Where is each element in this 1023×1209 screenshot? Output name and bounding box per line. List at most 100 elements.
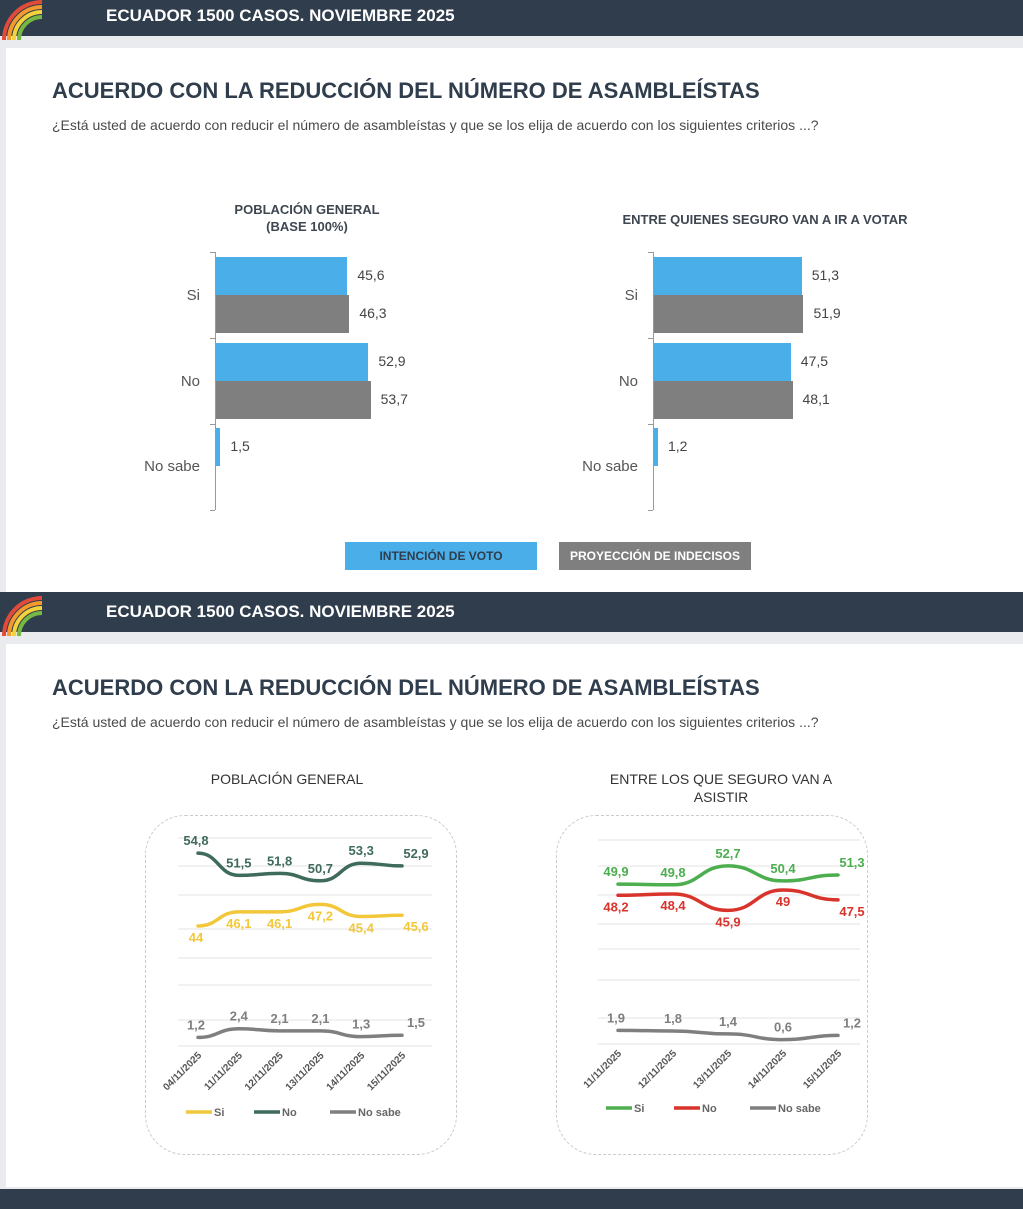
- bar-axis-tick: [210, 424, 215, 425]
- legend-label: No sabe: [358, 1107, 401, 1119]
- section2-subtitle: ¿Está usted de acuerdo con reducir el nú…: [52, 714, 819, 730]
- line-series-no: [616, 888, 840, 913]
- bar-proyecci-n-de-indecisos: [216, 295, 350, 333]
- line-data-label: 1,9: [607, 1010, 625, 1025]
- bar-axis: [653, 252, 654, 510]
- bar-value-label: 51,3: [811, 267, 839, 283]
- line-data-label: 46,1: [267, 916, 292, 931]
- bar-chart-title: POBLACIÓN GENERAL (BASE 100%): [234, 202, 380, 234]
- bar-category-label: No sabe: [582, 458, 638, 475]
- line-data-label: 45,6: [403, 919, 428, 934]
- line-series-no: [196, 851, 404, 883]
- panel-line-charts: [6, 644, 1023, 1187]
- bar-intenci-n-de-voto: [654, 428, 658, 466]
- header-title: ECUADOR 1500 CASOS. NOVIEMBRE 2025: [106, 6, 455, 25]
- line-data-label: 48,2: [603, 899, 628, 914]
- section2-title: ACUERDO CON LA REDUCCIÓN DEL NÚMERO DE A…: [52, 675, 760, 700]
- line-chart-title: ENTRE LOS QUE SEGURO VAN A ASISTIR: [609, 771, 833, 805]
- bar-value-label: 47,5: [800, 353, 829, 369]
- line-data-label: 44: [189, 930, 204, 945]
- bar-category-label: No: [618, 373, 638, 390]
- line-chart-frame-2: [556, 815, 868, 1155]
- line-data-label: 2,4: [230, 1009, 249, 1024]
- x-tick-label: 13/11/2025: [691, 1048, 734, 1091]
- legend-intencion: INTENCIÓN DE VOTO: [345, 542, 537, 570]
- line-series-no-sabe: [616, 1028, 840, 1042]
- legend-intencion-label: INTENCIÓN DE VOTO: [379, 549, 503, 563]
- bar-proyecci-n-de-indecisos: [654, 381, 793, 419]
- line-data-label: 52,7: [715, 846, 740, 861]
- footer-band: [0, 1189, 1023, 1209]
- section1-title: ACUERDO CON LA REDUCCIÓN DEL NÚMERO DE A…: [52, 78, 760, 103]
- line-data-label: 48,4: [660, 898, 686, 913]
- line-data-label: 51,5: [226, 855, 251, 870]
- bar-axis-tick: [210, 252, 215, 253]
- line-data-label: 53,3: [349, 843, 374, 858]
- line-data-label: 50,4: [770, 861, 796, 876]
- line-data-label: 45,4: [349, 921, 375, 936]
- x-tick-label: 15/11/2025: [801, 1048, 844, 1091]
- bar-axis-tick: [648, 510, 653, 511]
- bar-intenci-n-de-voto: [216, 343, 369, 381]
- legend-label: Si: [214, 1107, 224, 1119]
- bar-axis-tick: [648, 252, 653, 253]
- bar-intenci-n-de-voto: [654, 257, 802, 295]
- line-series-si: [616, 864, 840, 887]
- bar-axis-tick: [210, 338, 215, 339]
- bar-category-label: No: [180, 373, 200, 390]
- line-data-label: 49,8: [660, 865, 685, 880]
- bar-axis-tick: [648, 424, 653, 425]
- bar-category-label: No sabe: [144, 458, 200, 475]
- line-data-label: 47,5: [839, 904, 864, 919]
- line-data-label: 2,1: [271, 1011, 289, 1026]
- line-data-label: 54,8: [183, 833, 208, 848]
- bar-category-label: Si: [624, 287, 638, 304]
- line-data-label: 1,2: [187, 1017, 205, 1032]
- line-data-label: 1,3: [352, 1017, 370, 1032]
- legend-label: Si: [634, 1103, 644, 1115]
- section1-subtitle: ¿Está usted de acuerdo con reducir el nú…: [52, 117, 819, 133]
- bar-value-label: 51,9: [813, 305, 841, 321]
- line-data-label: 51,8: [267, 853, 292, 868]
- bar-intenci-n-de-voto: [216, 257, 348, 295]
- line-data-label: 49,9: [603, 864, 628, 879]
- line-data-label: 1,2: [843, 1015, 861, 1030]
- line-data-label: 50,7: [308, 861, 333, 876]
- line-chart-title: POBLACIÓN GENERAL: [210, 771, 364, 787]
- legend-label: No: [702, 1103, 717, 1115]
- line-data-label: 45,9: [715, 914, 740, 929]
- line-data-label: 1,4: [719, 1014, 738, 1029]
- legend-proyeccion: PROYECCIÓN DE INDECISOS: [559, 542, 751, 570]
- header-band-2: ECUADOR 1500 CASOS. NOVIEMBRE 2025: [0, 592, 1023, 637]
- rainbow-logo-icon: [2, 0, 43, 41]
- legend-label: No: [282, 1107, 297, 1119]
- legend-label: No sabe: [778, 1103, 821, 1115]
- bar-proyecci-n-de-indecisos: [216, 381, 371, 419]
- line-data-label: 0,6: [774, 1020, 792, 1035]
- line-series-si: [196, 902, 404, 928]
- bar-chart-title: ENTRE QUIENES SEGURO VAN A IR A VOTAR: [622, 212, 908, 227]
- bar-intenci-n-de-voto: [654, 343, 791, 381]
- bar-proyecci-n-de-indecisos: [654, 295, 804, 333]
- header-band: ECUADOR 1500 CASOS. NOVIEMBRE 2025: [0, 0, 1023, 41]
- bar-value-label: 46,3: [359, 305, 387, 321]
- line-data-label: 1,5: [407, 1015, 425, 1030]
- bar-axis: [215, 252, 216, 510]
- x-tick-label: 11/11/2025: [582, 1048, 625, 1091]
- legend-proyeccion-label: PROYECCIÓN DE INDECISOS: [569, 549, 741, 563]
- bar-value-label: 53,7: [380, 391, 408, 407]
- line-data-label: 52,9: [403, 846, 428, 861]
- line-chart-frame-1: [145, 815, 457, 1155]
- bar-axis-tick: [210, 510, 215, 511]
- panel-bar-charts: [6, 48, 1023, 592]
- bar-intenci-n-de-voto: [216, 428, 221, 466]
- header-title-2: ECUADOR 1500 CASOS. NOVIEMBRE 2025: [106, 602, 455, 621]
- line-data-label: 46,1: [226, 916, 251, 931]
- x-tick-label: 12/11/2025: [636, 1048, 679, 1091]
- line-data-label: 2,1: [311, 1011, 329, 1026]
- line-data-label: 49: [776, 894, 790, 909]
- x-tick-label: 14/11/2025: [746, 1048, 789, 1091]
- bar-value-label: 52,9: [378, 353, 406, 369]
